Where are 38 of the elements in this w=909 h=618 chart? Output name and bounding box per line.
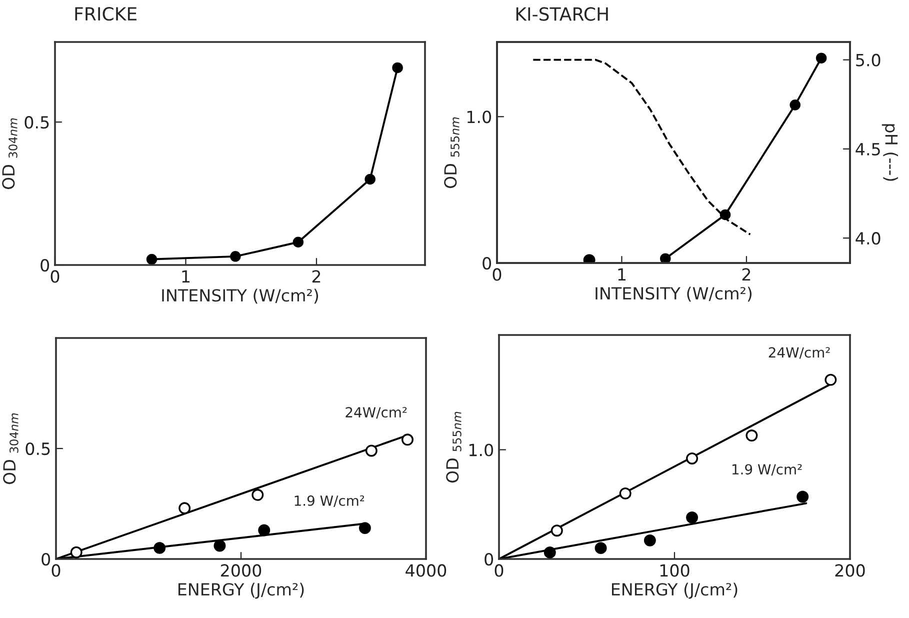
y-axis-title: OD $_{555nm}$ [446,412,462,483]
x-tick-label: 0 [494,564,504,577]
y-tick-label: 0 [484,552,494,566]
x-tick-label: 0 [52,564,60,577]
y-axis-title: OD $_{304nm}$ [3,413,18,484]
y-axis-title: OD $_{304nm}$ [2,118,18,190]
x-tick-label: 0 [492,268,502,281]
x-tick-label: 1 [618,268,626,281]
y-tick-label: 0.5 [24,116,49,129]
y-tick-label: 1.0 [467,110,492,124]
x-tick-label: 200 [835,564,865,577]
x-axis-title: INTENSITY (W/cm²) [596,286,752,302]
y-tick-label: 1.0 [469,444,494,456]
y2-tick-label: 4.5 [856,143,880,156]
y-tick-label: 0 [482,256,492,270]
x-tick-label: 2000 [221,564,262,577]
y-tick-label: 0.5 [26,442,50,456]
series-label: 1.9 W/cm² [732,464,802,476]
x-tick-label: 100 [660,564,690,577]
y-axis-title: OD $_{555nm}$ [444,117,460,188]
series-label: 24W/cm² [768,347,830,359]
series-label: 24W/cm² [346,407,407,419]
y2-tick-label: 4.0 [856,232,880,245]
series-label: 1.9 W/cm² [294,495,364,508]
x-tick-label: 2 [742,268,750,281]
y-tick-label: 0 [42,552,50,566]
y2-axis-title: pH (---) [882,124,898,181]
x-axis-title: ENERGY (J/cm²) [178,582,304,599]
x-tick-label: 0 [50,270,60,283]
chart-title: FRICKE [75,7,136,21]
x-tick-label: 2 [312,270,320,283]
x-axis-title: ENERGY (J/cm²) [612,582,738,599]
y-tick-label: 0 [40,258,50,272]
x-axis-title: INTENSITY (W/cm²) [162,288,318,304]
x-tick-label: 4000 [406,564,446,577]
chart-title: KI-STARCH [516,7,608,21]
y2-tick-label: 5.0 [856,54,880,66]
x-tick-label: 1 [182,270,190,283]
